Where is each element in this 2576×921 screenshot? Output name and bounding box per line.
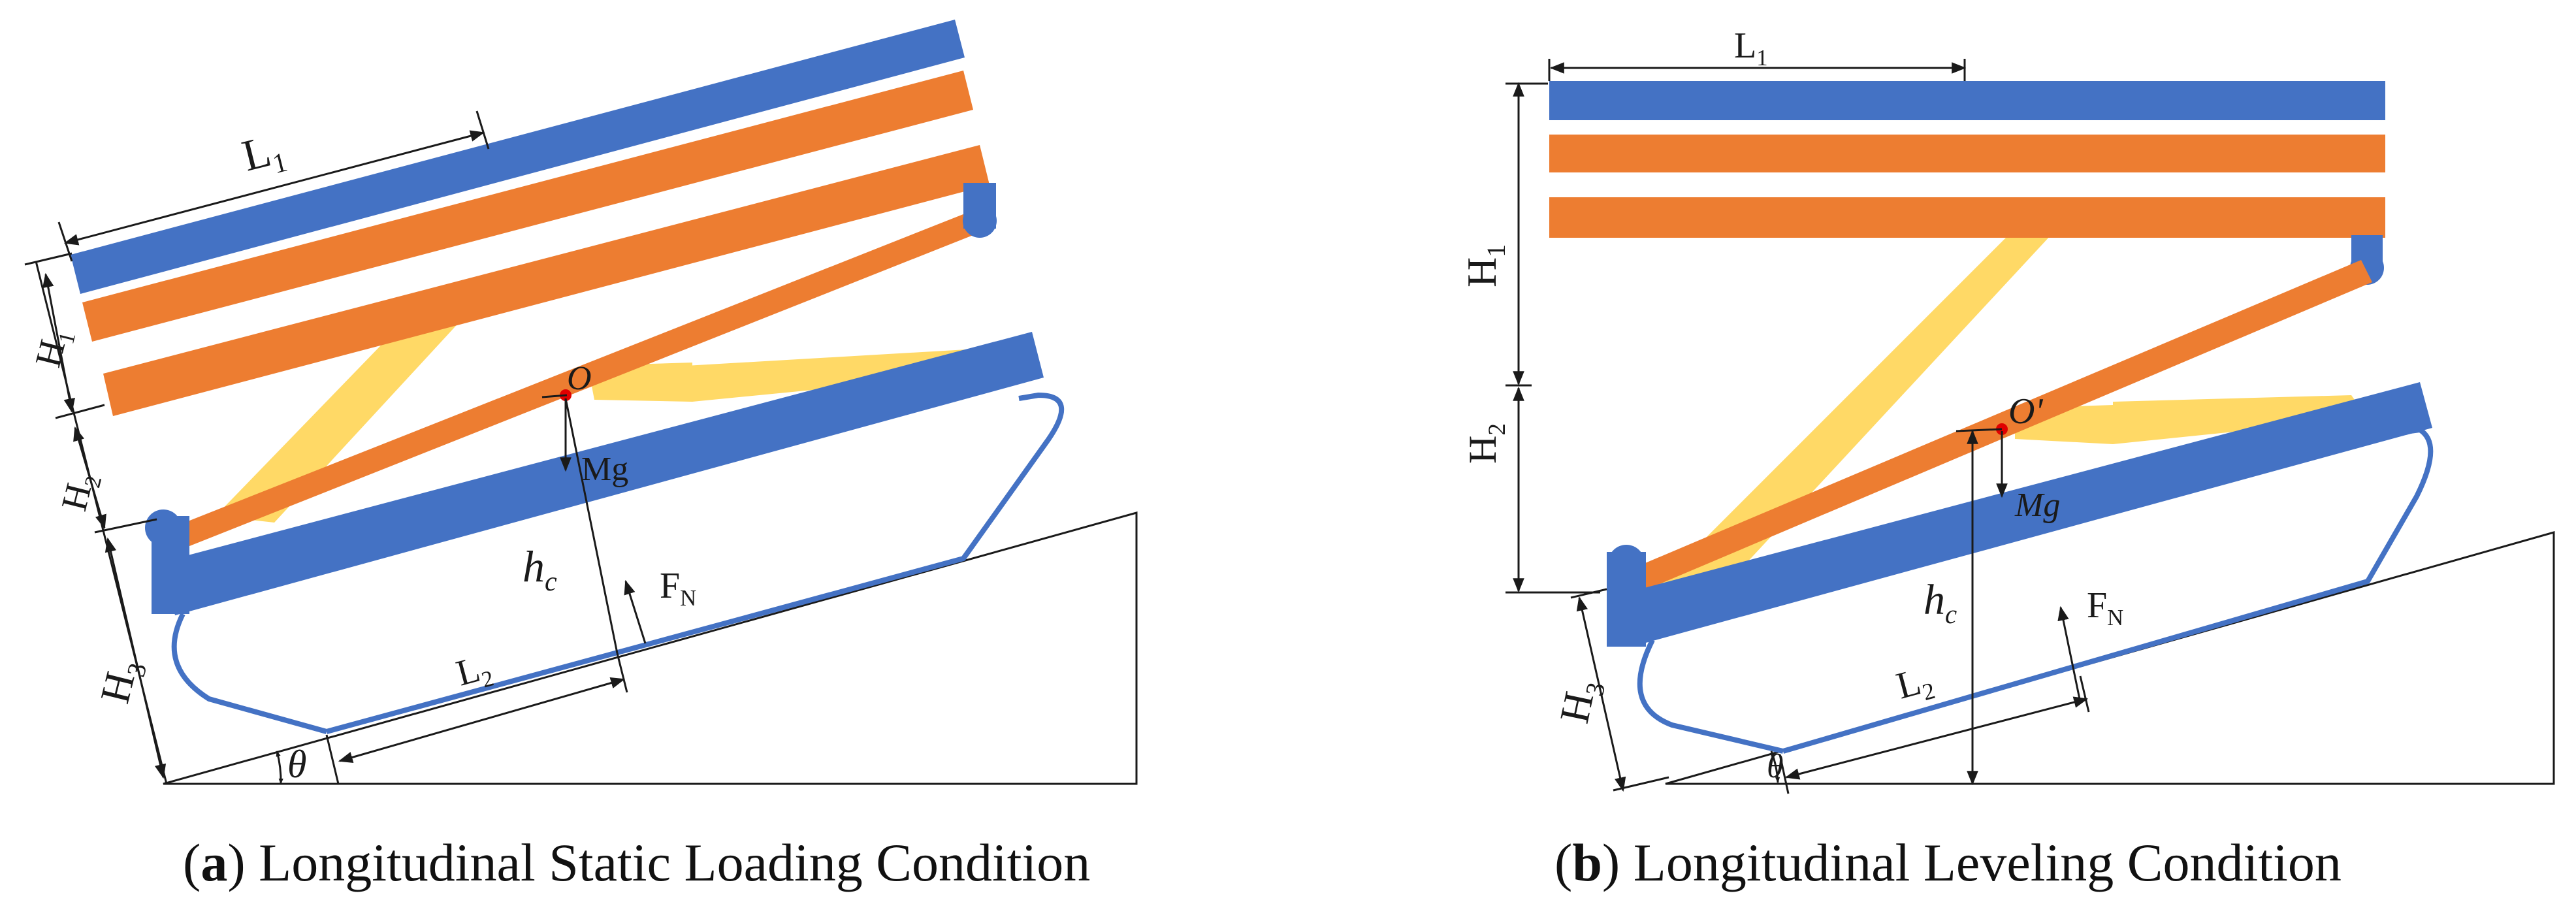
label-fn: FN [660,566,696,611]
h1-arrow [42,272,75,413]
fn-arrow [624,579,647,644]
h2-tick-bottom [94,518,157,534]
panel-a: L1 H1 H2 H3 L2 hc FN O Mg θ [24,20,1138,786]
hc-line [564,398,619,654]
scissor-arm [176,209,986,547]
label-weight: Mg [581,451,628,488]
l1-dimension-line [63,130,485,246]
pivot-top [963,204,997,238]
label-point-o-b: O' [2008,391,2043,432]
label-l1: L1 [237,123,290,187]
l2-dimension-line [338,677,626,763]
h1-tick-top [24,252,72,266]
top-orange-bar-2-b [1549,197,2385,238]
label-l2-b: L2 [1892,657,1938,711]
cg-tick [541,394,568,398]
h3-arrow [105,537,167,779]
panel-b: L1 H1 H2 H3 L2 hc FN O' Mg θ [1458,25,2555,794]
angle-arc-b [1770,751,1780,783]
cylinder-diagonal [216,307,470,523]
label-weight-b: Mg [2014,487,2060,524]
caption-a: (a) Longitudinal Static Loading Conditio… [183,833,1090,892]
fn-arrow-b [2057,606,2082,703]
pivot-bottom-b [1608,545,1645,581]
top-blue-bar-b [1549,81,2385,120]
label-h2-b: H2 [1461,423,1511,464]
label-l1-b: L1 [1734,25,1768,71]
h2-arrow [73,426,106,530]
l2-extension-right [616,653,628,693]
h3-tick-bottom-b [1613,776,1669,792]
label-hc: hc [523,541,557,597]
top-orange-bar-1 [82,71,973,342]
cylinder-diagonal-b [1646,232,2051,601]
label-h3-b: H3 [1551,675,1611,728]
slope-triangle [163,511,1138,785]
track-loop [171,393,1064,734]
h1-tick-bottom [55,404,105,419]
h3-tick-top-b [1570,588,1607,599]
angle-arc [276,751,283,784]
l2-extension-right-b [2079,675,2090,713]
chassis-bar-b [1620,382,2432,647]
l2-extension-left [325,734,340,784]
label-l2: L2 [452,646,496,698]
caption-b: (b) Longitudinal Leveling Condition [1554,833,2342,892]
label-theta: θ [287,743,306,786]
pivot-bottom [145,509,182,546]
label-point-o: O [567,360,592,397]
cg-tick-b [1956,428,2003,432]
l2-extension-left-b [1779,754,1790,794]
top-orange-bar-1-b [1549,135,2385,172]
cylinder-horizontal-b [2113,395,2368,444]
h3-dimension-b [1576,596,1626,792]
l1-extension-right [475,110,490,150]
chassis-bar [163,332,1044,615]
label-hc-b: hc [1924,576,1957,629]
top-orange-bar-2 [103,145,990,416]
track-loop-b [1637,427,2434,754]
label-fn-b: FN [2087,585,2123,630]
label-h3: H3 [91,654,153,709]
top-blue-bar [71,20,965,294]
label-theta-b: θ [1767,748,1784,785]
label-h1-b: H1 [1458,244,1511,287]
l2-dimension-line-b [1784,696,2089,780]
